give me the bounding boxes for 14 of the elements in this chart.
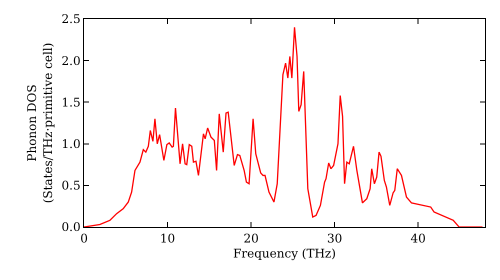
y-tick-label: 0.5: [62, 178, 81, 193]
y-tick-label: 2.0: [62, 54, 81, 68]
y-axis-title: Phonon DOS (States/THz·primitive cell): [25, 42, 55, 204]
line-series: [84, 26, 484, 227]
x-tick-label: 20: [243, 231, 259, 246]
y-tick-label: 1.5: [62, 95, 81, 110]
x-tick-label: 40: [410, 231, 426, 246]
y-tick-label: 0.0: [62, 220, 81, 234]
x-tick-label: 30: [326, 231, 342, 246]
x-axis-title: Frequency (THz): [233, 246, 336, 260]
x-tick-label: 10: [160, 231, 176, 246]
y-tick-label: 2.5: [62, 12, 81, 26]
y-tick-label: 1.0: [62, 137, 81, 151]
x-tick-label: 0: [80, 231, 88, 246]
